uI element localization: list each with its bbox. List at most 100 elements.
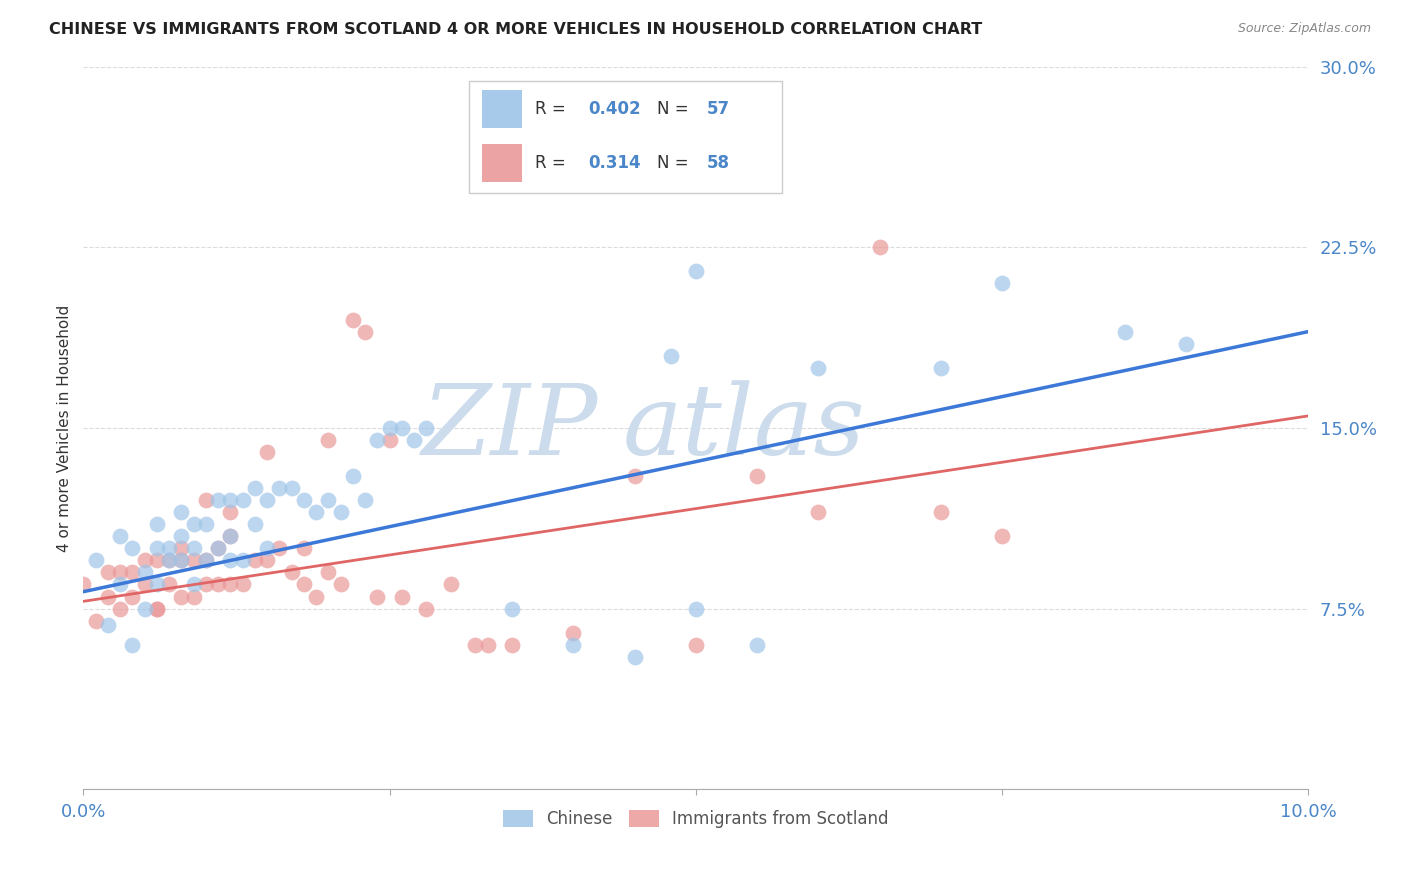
Point — [232, 493, 254, 508]
Point — [207, 493, 229, 508]
Point — [146, 517, 169, 532]
Point — [342, 312, 364, 326]
Point — [991, 529, 1014, 543]
Point — [108, 577, 131, 591]
Point — [243, 517, 266, 532]
Point — [194, 553, 217, 567]
Point — [807, 360, 830, 375]
Point — [661, 349, 683, 363]
Point — [415, 421, 437, 435]
Point — [183, 590, 205, 604]
Point — [318, 566, 340, 580]
Point — [404, 433, 426, 447]
Point — [97, 618, 120, 632]
Point — [685, 601, 707, 615]
Point — [243, 553, 266, 567]
Point — [194, 517, 217, 532]
Point — [194, 553, 217, 567]
Text: Source: ZipAtlas.com: Source: ZipAtlas.com — [1237, 22, 1371, 36]
Point — [232, 553, 254, 567]
Point — [869, 240, 891, 254]
Point — [232, 577, 254, 591]
Point — [170, 541, 193, 556]
Point — [440, 577, 463, 591]
Point — [623, 469, 645, 483]
Point — [157, 553, 180, 567]
Point — [292, 577, 315, 591]
Point — [378, 421, 401, 435]
Point — [366, 433, 388, 447]
Point — [329, 505, 352, 519]
Point — [354, 493, 377, 508]
Point — [318, 493, 340, 508]
Point — [121, 541, 143, 556]
Point — [477, 638, 499, 652]
Point — [146, 601, 169, 615]
Point — [157, 577, 180, 591]
Point — [342, 469, 364, 483]
Point — [207, 577, 229, 591]
Point — [280, 566, 302, 580]
Point — [72, 577, 94, 591]
Point — [329, 577, 352, 591]
Point — [378, 433, 401, 447]
Point — [501, 601, 523, 615]
Point — [991, 277, 1014, 291]
Text: CHINESE VS IMMIGRANTS FROM SCOTLAND 4 OR MORE VEHICLES IN HOUSEHOLD CORRELATION : CHINESE VS IMMIGRANTS FROM SCOTLAND 4 OR… — [49, 22, 983, 37]
Point — [256, 445, 278, 459]
Point — [219, 529, 242, 543]
Point — [354, 325, 377, 339]
Point — [170, 553, 193, 567]
Point — [170, 529, 193, 543]
Point — [157, 541, 180, 556]
Point — [84, 553, 107, 567]
Point — [108, 566, 131, 580]
Point — [745, 638, 768, 652]
Point — [84, 614, 107, 628]
Point — [157, 553, 180, 567]
Point — [685, 264, 707, 278]
Point — [501, 638, 523, 652]
Point — [391, 421, 413, 435]
Point — [292, 493, 315, 508]
Point — [219, 505, 242, 519]
Point — [219, 577, 242, 591]
Point — [1174, 336, 1197, 351]
Point — [464, 638, 486, 652]
Point — [134, 566, 156, 580]
Point — [280, 481, 302, 495]
Point — [108, 601, 131, 615]
Point — [219, 553, 242, 567]
Point — [146, 577, 169, 591]
Point — [807, 505, 830, 519]
Point — [170, 590, 193, 604]
Y-axis label: 4 or more Vehicles in Household: 4 or more Vehicles in Household — [58, 304, 72, 551]
Point — [292, 541, 315, 556]
Point — [318, 433, 340, 447]
Point — [745, 469, 768, 483]
Point — [146, 601, 169, 615]
Point — [146, 553, 169, 567]
Point — [170, 505, 193, 519]
Point — [1114, 325, 1136, 339]
Point — [134, 553, 156, 567]
Point — [134, 577, 156, 591]
Point — [146, 541, 169, 556]
Point — [121, 566, 143, 580]
Point — [366, 590, 388, 604]
Point — [207, 541, 229, 556]
Point — [97, 590, 120, 604]
Point — [194, 577, 217, 591]
Point — [219, 529, 242, 543]
Legend: Chinese, Immigrants from Scotland: Chinese, Immigrants from Scotland — [496, 804, 896, 835]
Point — [183, 577, 205, 591]
Point — [243, 481, 266, 495]
Point — [269, 481, 291, 495]
Point — [415, 601, 437, 615]
Point — [929, 360, 952, 375]
Point — [207, 541, 229, 556]
Point — [685, 638, 707, 652]
Point — [183, 517, 205, 532]
Point — [256, 541, 278, 556]
Point — [219, 493, 242, 508]
